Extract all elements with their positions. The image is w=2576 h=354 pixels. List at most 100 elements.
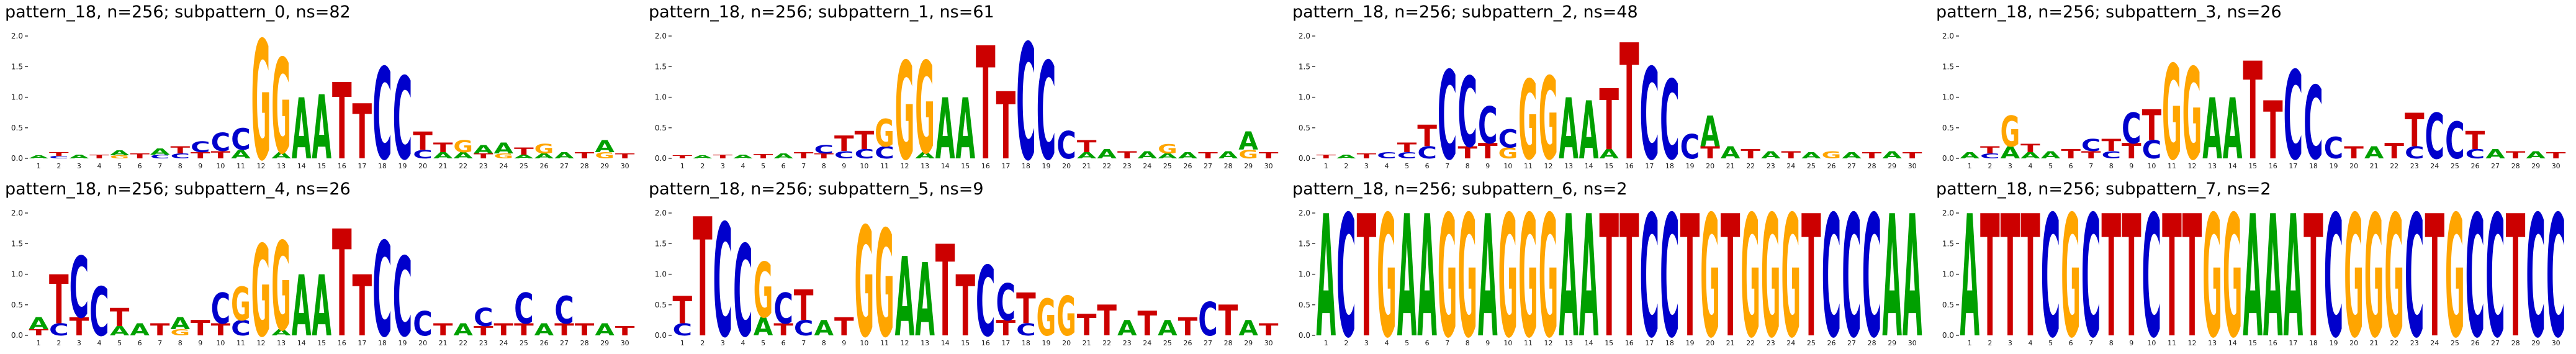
logo-letter-A: A — [312, 76, 331, 177]
logo-letter-G: G — [2384, 202, 2404, 354]
x-tick-label: 30 — [1908, 339, 1917, 347]
logo-letter-T: T — [996, 73, 1016, 177]
logo-letter-G: G — [1438, 202, 1457, 354]
logo-letter-A: A — [1117, 316, 1137, 340]
logo-letter-T: T — [110, 303, 130, 332]
x-tick-label: 1 — [37, 162, 41, 170]
logo-letter-T: T — [353, 258, 372, 354]
x-tick-label: 20 — [1706, 339, 1714, 347]
x-tick-label: 30 — [1908, 162, 1917, 170]
logo-letter-G: G — [1377, 202, 1397, 354]
logo-letter-T: T — [575, 320, 595, 339]
logo-letter-A: A — [453, 151, 473, 161]
x-tick-label: 3 — [1364, 162, 1369, 170]
x-tick-label: 8 — [822, 339, 826, 347]
logo-letter-C: C — [1457, 57, 1477, 169]
y-tick-label: 1.5 — [11, 62, 23, 71]
y-tick-label: 2.0 — [11, 209, 23, 217]
logo-panel-1: pattern_18, n=256; subpattern_1, ns=61 0… — [644, 0, 1287, 177]
x-tick-label: 3 — [2008, 162, 2012, 170]
logo-letter-T: T — [2263, 85, 2283, 177]
x-tick-label: 14 — [2228, 339, 2237, 347]
y-tick-label: 0.0 — [1942, 331, 1954, 340]
logo-letter-A: A — [534, 320, 554, 339]
x-tick-label: 17 — [2289, 162, 2297, 170]
logo-letter-A: A — [1397, 202, 1417, 354]
x-tick-label: 8 — [822, 162, 826, 170]
logo-letter-A: A — [170, 314, 190, 333]
x-tick-label: 25 — [520, 162, 528, 170]
x-tick-label: 15 — [2248, 162, 2257, 170]
logo-letter-C: C — [413, 147, 433, 161]
logo-letter-A: A — [110, 149, 130, 157]
panel-title-3: pattern_18, n=256; subpattern_3, ns=26 — [1936, 2, 2282, 22]
logo-letter-C: C — [1438, 46, 1457, 177]
x-tick-label: 9 — [1485, 162, 1490, 170]
x-tick-label: 18 — [1022, 162, 1030, 170]
y-tick-label: 2.0 — [1942, 209, 1954, 217]
x-tick-label: 1 — [1324, 339, 1328, 347]
y-tick-label: 2.0 — [11, 32, 23, 40]
logo-letter-C: C — [1640, 42, 1660, 177]
y-tick-label: 1.5 — [655, 239, 667, 248]
logo-letter-A: A — [935, 81, 955, 177]
x-tick-label: 1 — [1968, 162, 1972, 170]
x-tick-label: 2 — [56, 339, 61, 347]
x-tick-label: 1 — [680, 162, 685, 170]
y-tick-label: 0.5 — [11, 124, 23, 132]
x-tick-label: 10 — [2147, 162, 2156, 170]
logo-letter-C: C — [2101, 149, 2121, 161]
logo-letter-C: C — [2466, 202, 2485, 354]
x-tick-label: 25 — [2451, 339, 2459, 347]
y-tick-label: 0.0 — [655, 154, 667, 163]
logo-letter-T: T — [1117, 149, 1137, 161]
x-tick-label: 20 — [1062, 339, 1071, 347]
x-tick-label: 13 — [277, 339, 286, 347]
logo-letter-G: G — [2445, 202, 2465, 354]
logo-letter-C: C — [794, 316, 814, 340]
logo-letter-A: A — [1158, 316, 1178, 340]
logo-letter-A: A — [2243, 202, 2263, 354]
x-tick-label: 5 — [2048, 339, 2053, 347]
logo-letter-A: A — [1077, 151, 1097, 161]
x-tick-label: 28 — [2511, 162, 2520, 170]
logo-letter-A: A — [595, 320, 615, 339]
x-tick-label: 5 — [1405, 339, 1409, 347]
logo-letter-T: T — [1599, 72, 1619, 170]
x-tick-label: 5 — [761, 162, 765, 170]
x-tick-label: 9 — [2129, 162, 2133, 170]
x-tick-label: 24 — [1786, 162, 1795, 170]
x-tick-label: 14 — [297, 162, 306, 170]
logo-letter-C: C — [2526, 202, 2546, 354]
x-tick-label: 28 — [1224, 162, 1233, 170]
x-tick-label: 14 — [2228, 162, 2237, 170]
x-tick-label: 19 — [1686, 162, 1695, 170]
x-tick-label: 11 — [880, 162, 889, 170]
logo-letter-C: C — [814, 143, 834, 157]
logo-letter-C: C — [1822, 202, 1842, 354]
x-tick-label: 12 — [2188, 162, 2197, 170]
logo-panel-0: pattern_18, n=256; subpattern_0, ns=82 0… — [0, 0, 644, 177]
x-tick-label: 2 — [1988, 339, 1992, 347]
logo-letter-T: T — [1478, 139, 1498, 163]
panel-title-2: pattern_18, n=256; subpattern_2, ns=48 — [1292, 2, 1638, 22]
logo-letter-T: T — [1980, 144, 2000, 156]
logo-letter-A: A — [1801, 151, 1821, 161]
logo-letter-A: A — [1882, 202, 1902, 354]
logo-letter-T: T — [794, 151, 814, 161]
x-tick-label: 2 — [56, 162, 61, 170]
logo-letter-G: G — [2001, 108, 2020, 157]
y-tick-label: 1.0 — [1942, 93, 1954, 102]
logo-letter-T: T — [1781, 149, 1801, 161]
logo-letter-G: G — [1238, 147, 1258, 161]
logo-letter-A: A — [231, 147, 251, 161]
y-tick-label: 0.5 — [1942, 301, 1954, 309]
logo-letter-T: T — [2384, 139, 2404, 163]
logo-letter-A: A — [1761, 149, 1781, 161]
logo-letter-C: C — [1056, 123, 1076, 167]
logo-letter-A: A — [955, 81, 975, 177]
x-tick-label: 21 — [1083, 162, 1091, 170]
logo-letter-A: A — [2364, 143, 2384, 162]
logo-letter-T: T — [1357, 202, 1377, 354]
